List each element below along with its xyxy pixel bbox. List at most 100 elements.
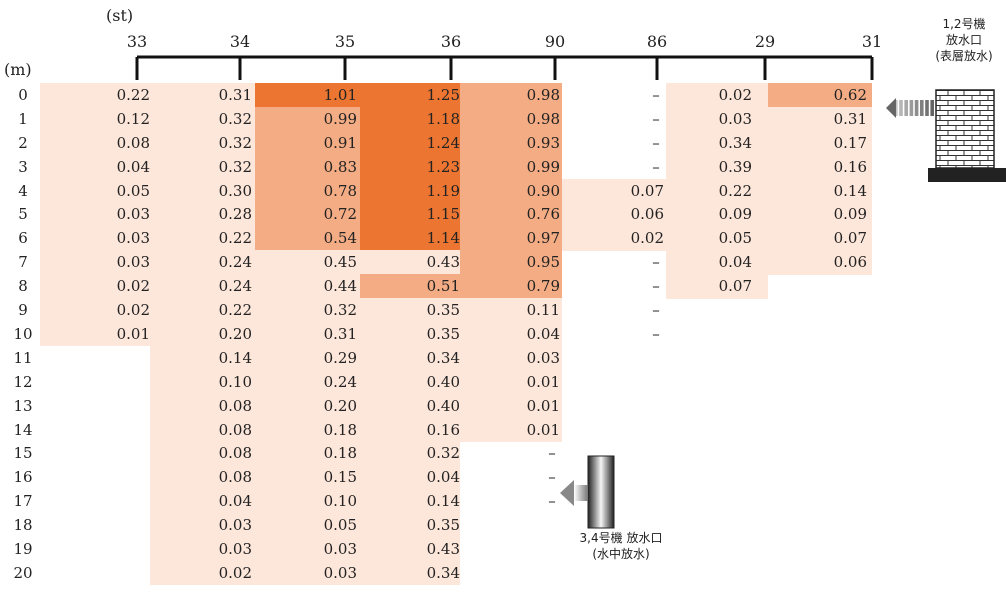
cell-bg (460, 298, 562, 323)
cell-bg (255, 441, 360, 466)
cell-bg (768, 202, 872, 227)
cell-bg (40, 83, 150, 108)
cell-value: – (652, 157, 660, 176)
cell-value: 0.30 (218, 181, 252, 200)
cell-bg (460, 106, 562, 132)
x-axis-label: (st) (106, 6, 134, 25)
cell-bg (255, 202, 360, 227)
cell-bg (40, 226, 150, 251)
cell-value: – (652, 133, 660, 152)
cell-value: 0.51 (426, 277, 460, 296)
depth-label: 4 (18, 181, 28, 200)
cell-bg (666, 130, 768, 156)
cell-value: 0.98 (526, 85, 560, 104)
cell-value: 0.05 (718, 229, 752, 248)
cell-value: 0.79 (526, 277, 560, 296)
cell-bg (460, 417, 562, 442)
cell-value: 0.14 (833, 181, 867, 200)
cell-bg (460, 345, 562, 371)
cell-bg (666, 83, 768, 108)
cell-bg (360, 489, 460, 514)
cell-value: 0.72 (323, 205, 357, 224)
outfall-12-arrow-segment (904, 100, 908, 116)
cell-bg (360, 154, 460, 180)
cell-bg (360, 441, 460, 466)
depth-label: 15 (13, 444, 33, 463)
cell-value: 0.22 (116, 85, 150, 104)
cell-bg (360, 393, 460, 419)
station-label: 86 (646, 32, 668, 51)
cell-bg (562, 178, 666, 203)
outfall-12-arrow-segment (899, 100, 903, 116)
cell-bg (150, 513, 255, 538)
outfall-12-arrow-segment (894, 100, 898, 116)
cell-bg (255, 513, 360, 538)
cell-bg (40, 274, 150, 299)
depth-label: 12 (13, 372, 33, 391)
outfall-12-line-2: 放水口 (945, 33, 982, 47)
cell-bg (40, 298, 150, 323)
cell-value: 0.04 (218, 492, 252, 511)
cell-bg (768, 250, 872, 275)
depth-label: 9 (18, 301, 28, 320)
cell-value: 0.91 (323, 133, 357, 152)
cell-bg (360, 537, 460, 562)
cell-value: 0.28 (218, 205, 252, 224)
cell-value: 0.04 (116, 157, 150, 176)
cell-bg (40, 250, 150, 275)
cell-value: 0.18 (323, 444, 357, 463)
cell-value: 0.07 (718, 277, 752, 296)
cell-bg (360, 417, 460, 442)
cell-value: 0.97 (526, 229, 560, 248)
cell-value: 0.22 (218, 301, 252, 320)
cell-value: 0.03 (323, 563, 357, 582)
cell-value: 0.06 (833, 253, 867, 272)
depth-label: 0 (18, 85, 28, 104)
outfall-34-line-1: 3,4号機 放水口 (579, 531, 663, 545)
cell-value: 0.39 (718, 157, 752, 176)
cell-bg (460, 226, 562, 251)
cell-bg (150, 489, 255, 514)
cell-bg (460, 202, 562, 227)
cell-bg (255, 226, 360, 251)
cell-value: 1.19 (426, 181, 460, 200)
cell-bg (150, 178, 255, 203)
outfall-34-line-2: (水中放水) (592, 547, 650, 561)
cell-value: 0.01 (526, 396, 560, 415)
depth-label: 8 (18, 277, 28, 296)
cell-bg (360, 83, 460, 108)
cell-value: 0.24 (218, 277, 252, 296)
cell-bg (255, 178, 360, 203)
cell-bg (255, 250, 360, 275)
cell-value: 0.14 (218, 348, 252, 367)
station-label: 33 (126, 32, 148, 51)
cell-value: 0.62 (833, 85, 867, 104)
cell-value: 0.08 (218, 444, 252, 463)
cell-value: 0.93 (526, 133, 560, 152)
cell-value: 0.32 (218, 109, 252, 128)
outfall-12-arrow-head (886, 98, 896, 118)
cell-value: 0.07 (833, 229, 867, 248)
cell-bg (255, 298, 360, 323)
depth-label: 10 (13, 324, 33, 343)
cell-bg (255, 154, 360, 180)
station-label: 31 (861, 32, 883, 51)
cell-bg (150, 106, 255, 132)
cell-value: 0.02 (718, 85, 752, 104)
cell-bg (40, 322, 150, 347)
outfall-34-structure (587, 455, 615, 529)
cell-value: 0.03 (218, 516, 252, 535)
cell-bg (255, 561, 360, 586)
cell-bg (768, 178, 872, 203)
cell-value: 0.16 (833, 157, 867, 176)
cell-bg (768, 226, 872, 251)
cell-bg (360, 465, 460, 490)
cell-bg (150, 561, 255, 586)
cell-bg (768, 130, 872, 156)
cell-value: 0.31 (833, 109, 867, 128)
cell-bg (360, 298, 460, 323)
cell-value: – (548, 492, 556, 511)
cell-bg (255, 489, 360, 514)
cell-value: 0.01 (116, 324, 150, 343)
station-label: 34 (229, 32, 251, 51)
